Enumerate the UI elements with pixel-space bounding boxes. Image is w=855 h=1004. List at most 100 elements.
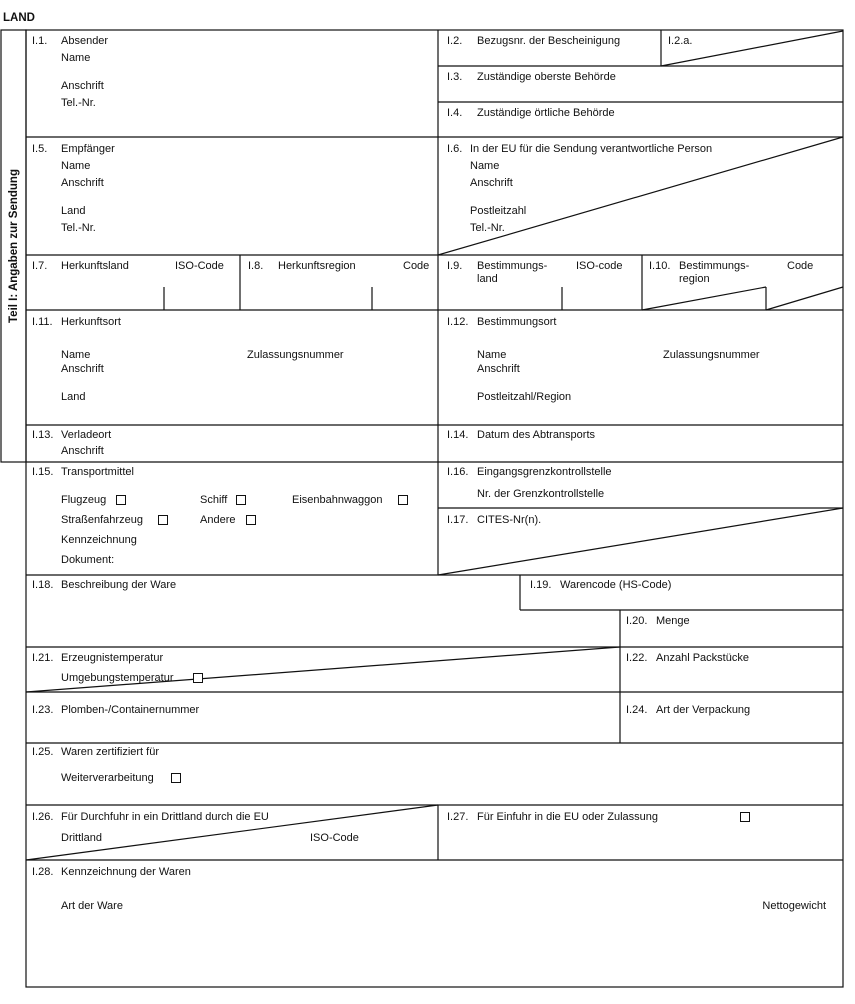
field-number: I.8. bbox=[248, 260, 264, 272]
field-number: I.2. bbox=[447, 35, 463, 47]
field-number: I.6. bbox=[447, 143, 463, 155]
destination-name-label: Name bbox=[477, 349, 507, 361]
field-number: I.20. bbox=[626, 615, 648, 627]
certified-for-label: Waren zertifiziert für bbox=[61, 746, 160, 758]
bip-number-label: Nr. der Grenzkontrollstelle bbox=[477, 488, 605, 500]
destination-region-code-label: Code bbox=[787, 260, 814, 272]
field-number: I.14. bbox=[447, 429, 469, 441]
option-railway-label: Eisenbahnwaggon bbox=[292, 494, 383, 506]
goods-type-label: Art der Ware bbox=[61, 900, 123, 912]
packaging-type-label: Art der Verpackung bbox=[656, 704, 751, 716]
destination-country-label-2: land bbox=[477, 273, 498, 285]
local-authority-label: Zuständige örtliche Behörde bbox=[477, 107, 615, 119]
field-number: I.26. bbox=[32, 811, 54, 823]
field-number: I.13. bbox=[32, 429, 54, 441]
field-number: I.16. bbox=[447, 466, 469, 478]
loading-address-label: Anschrift bbox=[61, 445, 104, 457]
field-number: I.5. bbox=[32, 143, 48, 155]
quantity-label: Menge bbox=[656, 615, 690, 627]
field-number: I.19. bbox=[530, 579, 552, 591]
destination-postcode-label: Postleitzahl/Region bbox=[477, 391, 572, 403]
field-number: I.11. bbox=[32, 316, 53, 328]
place-of-destination-label: Bestimmungsort bbox=[477, 316, 557, 328]
field-number: I.15. bbox=[32, 466, 54, 478]
field-number: I.28. bbox=[32, 866, 54, 878]
loading-place-label: Verladeort bbox=[61, 429, 112, 441]
field-number: I.25. bbox=[32, 746, 54, 758]
departure-date-label: Datum des Abtransports bbox=[477, 429, 596, 441]
goods-identification-label: Kennzeichnung der Waren bbox=[61, 866, 191, 878]
commodity-code-label: Warencode (HS-Code) bbox=[560, 579, 672, 591]
field-number: I.27. bbox=[447, 811, 469, 823]
field-number: I.1. bbox=[32, 35, 48, 47]
transit-iso-label: ISO-Code bbox=[310, 832, 359, 844]
destination-address-label: Anschrift bbox=[477, 363, 520, 375]
destination-region-label-2: region bbox=[679, 273, 710, 285]
option-other-label: Andere bbox=[200, 514, 236, 526]
consignee-name-label: Name bbox=[61, 160, 91, 172]
place-of-origin-label: Herkunftsort bbox=[61, 316, 121, 328]
field-number: I.21. bbox=[32, 652, 54, 664]
field-number: I.10. bbox=[649, 260, 671, 272]
cites-label: CITES-Nr(n). bbox=[477, 514, 542, 526]
destination-country-label: Bestimmungs- bbox=[477, 260, 548, 272]
option-aircraft-label: Flugzeug bbox=[61, 494, 107, 506]
field-number: I.12. bbox=[447, 316, 469, 328]
origin-land-label: Land bbox=[61, 391, 86, 403]
consignee-label: Empfänger bbox=[61, 143, 115, 155]
road-vehicle-checkbox[interactable] bbox=[158, 515, 168, 525]
option-road-label: Straßenfahrzeug bbox=[61, 514, 143, 526]
origin-iso-label: ISO-Code bbox=[175, 260, 224, 272]
origin-country-label: Herkunftsland bbox=[61, 260, 129, 272]
field-number: I.9. bbox=[447, 260, 463, 272]
country-heading: LAND bbox=[3, 12, 35, 24]
consignee-address-label: Anschrift bbox=[61, 177, 104, 189]
origin-region-label: Herkunftsregion bbox=[278, 260, 356, 272]
processing-label: Weiterverarbeitung bbox=[61, 772, 154, 784]
import-label: Für Einfuhr in die EU oder Zulassung bbox=[477, 811, 658, 823]
field-number: I.7. bbox=[32, 260, 48, 272]
railway-checkbox[interactable] bbox=[398, 495, 408, 505]
consignor-name-label: Name bbox=[61, 52, 91, 64]
destination-region-label: Bestimmungs- bbox=[679, 260, 750, 272]
option-ship-label: Schiff bbox=[200, 494, 228, 506]
field-number: I.23. bbox=[32, 704, 54, 716]
responsible-name-label: Name bbox=[470, 160, 500, 172]
import-checkbox[interactable] bbox=[740, 812, 750, 822]
processing-checkbox[interactable] bbox=[171, 773, 181, 783]
ship-checkbox[interactable] bbox=[236, 495, 246, 505]
field-number: I.3. bbox=[447, 71, 463, 83]
part-title-sidebar: Teil I: Angaben zur Sendung bbox=[1, 30, 26, 462]
product-temperature-label: Erzeugnistemperatur bbox=[61, 652, 164, 664]
central-authority-label: Zuständige oberste Behörde bbox=[477, 71, 616, 83]
third-country-label: Drittland bbox=[61, 832, 102, 844]
responsible-tel-label: Tel.-Nr. bbox=[470, 222, 505, 234]
document-label: Dokument: bbox=[61, 554, 115, 566]
identification-label: Kennzeichnung bbox=[61, 534, 137, 546]
origin-approval-label: Zulassungsnummer bbox=[247, 349, 344, 361]
consignor-tel-label: Tel.-Nr. bbox=[61, 97, 96, 109]
consignee-tel-label: Tel.-Nr. bbox=[61, 222, 96, 234]
consignor-label: Absender bbox=[61, 35, 109, 47]
field-number: I.4. bbox=[447, 107, 463, 119]
field-number: I.18. bbox=[32, 579, 54, 591]
ambient-temperature-checkbox[interactable] bbox=[193, 673, 203, 683]
origin-address-label: Anschrift bbox=[61, 363, 104, 375]
origin-name-label: Name bbox=[61, 349, 91, 361]
consignor-address-label: Anschrift bbox=[61, 80, 104, 92]
field-number: I.17. bbox=[447, 514, 469, 526]
ambient-temperature-label: Umgebungstemperatur bbox=[61, 672, 174, 684]
seal-number-label: Plomben-/Containernummer bbox=[61, 704, 200, 716]
origin-region-code-label: Code bbox=[403, 260, 430, 272]
entry-bip-label: Eingangsgrenzkontrollstelle bbox=[477, 466, 612, 478]
destination-iso-label: ISO-code bbox=[576, 260, 623, 272]
packages-count-label: Anzahl Packstücke bbox=[656, 652, 749, 664]
transit-label: Für Durchfuhr in ein Drittland durch die… bbox=[61, 811, 269, 823]
other-checkbox[interactable] bbox=[246, 515, 256, 525]
responsible-address-label: Anschrift bbox=[470, 177, 513, 189]
aircraft-checkbox[interactable] bbox=[116, 495, 126, 505]
certificate-ref-label: Bezugsnr. der Bescheinigung bbox=[477, 35, 621, 47]
field-number: I.2.a. bbox=[668, 35, 693, 47]
transport-label: Transportmittel bbox=[61, 466, 134, 478]
